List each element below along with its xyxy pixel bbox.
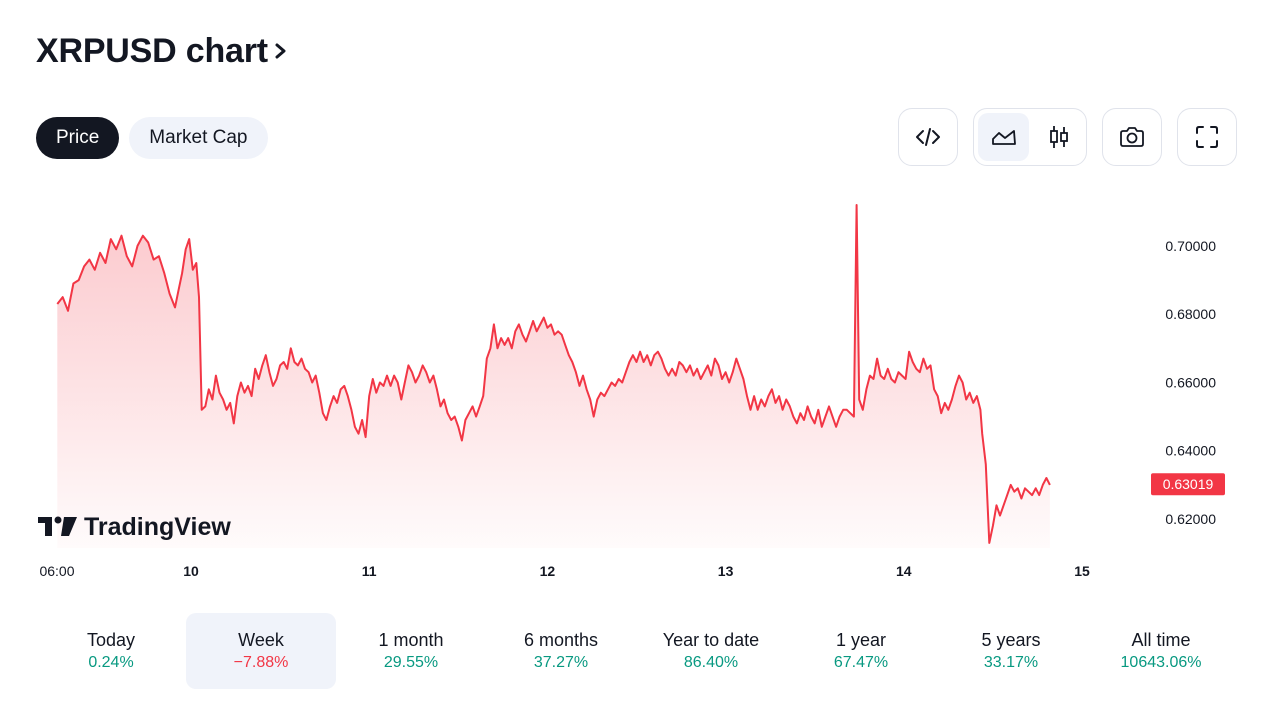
camera-icon bbox=[1120, 127, 1144, 147]
chart-title[interactable]: XRPUSD chart bbox=[36, 32, 288, 71]
period-label: Week bbox=[238, 630, 284, 650]
chart-style-group bbox=[973, 108, 1087, 166]
price-chart[interactable]: 0.70000 0.68000 0.66000 0.64000 0.62000 06:0… bbox=[0, 180, 1280, 590]
period-5-years[interactable]: 5 years 33.17% bbox=[936, 613, 1086, 689]
period-label: 1 year bbox=[835, 630, 887, 650]
candlestick-icon bbox=[1049, 126, 1068, 148]
y-tick-label: 0.66000 bbox=[1165, 374, 1216, 390]
period-label: All time bbox=[1131, 630, 1191, 650]
period-value: 67.47% bbox=[833, 654, 889, 671]
last-price-badge: 0.63019 bbox=[1151, 473, 1225, 496]
period-value: 10643.06% bbox=[1120, 654, 1202, 671]
period-label: 6 months bbox=[523, 630, 599, 650]
candles-style-button[interactable] bbox=[1033, 113, 1084, 161]
y-tick-label: 0.70000 bbox=[1165, 238, 1216, 254]
period-value: 37.27% bbox=[533, 654, 589, 671]
tradingview-watermark: TradingView bbox=[38, 513, 231, 541]
chevron-right-icon bbox=[274, 32, 288, 71]
x-tick-label: 12 bbox=[540, 563, 556, 579]
embed-button[interactable] bbox=[902, 113, 954, 161]
x-tick-label: 15 bbox=[1074, 563, 1090, 579]
period-today[interactable]: Today 0.24% bbox=[36, 613, 186, 689]
y-axis: 0.70000 0.68000 0.66000 0.64000 0.62000 bbox=[1165, 238, 1216, 527]
period-value: 33.17% bbox=[983, 654, 1039, 671]
y-tick-label: 0.62000 bbox=[1165, 511, 1216, 527]
x-tick-label: 11 bbox=[362, 563, 377, 579]
fullscreen-icon bbox=[1196, 126, 1218, 148]
tab-price[interactable]: Price bbox=[36, 117, 120, 159]
embed-group bbox=[898, 108, 958, 166]
fullscreen-group bbox=[1177, 108, 1237, 166]
period-value: 0.24% bbox=[88, 654, 134, 671]
x-tick-label: 10 bbox=[183, 563, 199, 579]
period-label: 1 month bbox=[378, 630, 444, 650]
price-area-fill bbox=[57, 205, 1050, 548]
last-price-label: 0.63019 bbox=[1163, 476, 1214, 492]
y-tick-label: 0.64000 bbox=[1165, 443, 1216, 459]
snapshot-button[interactable] bbox=[1106, 113, 1158, 161]
watermark-text: TradingView bbox=[84, 513, 231, 541]
chart-title-text: XRPUSD chart bbox=[36, 32, 268, 70]
area-chart-icon bbox=[991, 130, 1016, 145]
period-6-months[interactable]: 6 months 37.27% bbox=[486, 613, 636, 689]
period-label: Year to date bbox=[662, 630, 760, 650]
snapshot-group bbox=[1102, 108, 1162, 166]
tradingview-logo-icon bbox=[38, 516, 77, 536]
y-tick-label: 0.68000 bbox=[1165, 306, 1216, 322]
period-1-year[interactable]: 1 year 67.47% bbox=[786, 613, 936, 689]
period-week[interactable]: Week −7.88% bbox=[186, 613, 336, 689]
period-value: −7.88% bbox=[233, 654, 289, 671]
price-line bbox=[56, 204, 1051, 544]
performance-periods: Today 0.24% Week −7.88% 1 month 29.55% 6… bbox=[36, 613, 1236, 689]
x-tick-label: 06:00 bbox=[39, 563, 74, 579]
period-year-to-date[interactable]: Year to date 86.40% bbox=[636, 613, 786, 689]
area-style-button[interactable] bbox=[978, 113, 1029, 161]
x-axis: 06:00 10 11 12 13 14 15 bbox=[39, 563, 1090, 579]
code-icon bbox=[916, 128, 940, 146]
x-tick-label: 14 bbox=[896, 563, 912, 579]
period-value: 86.40% bbox=[683, 654, 739, 671]
period-all-time[interactable]: All time 10643.06% bbox=[1086, 613, 1236, 689]
metric-tabs: Price Market Cap bbox=[36, 117, 268, 159]
fullscreen-button[interactable] bbox=[1181, 113, 1233, 161]
period-value: 29.55% bbox=[383, 654, 439, 671]
period-label: 5 years bbox=[981, 630, 1041, 650]
period-label: Today bbox=[86, 630, 136, 650]
tab-market-cap[interactable]: Market Cap bbox=[129, 117, 268, 159]
x-tick-label: 13 bbox=[718, 563, 734, 579]
period-1-month[interactable]: 1 month 29.55% bbox=[336, 613, 486, 689]
